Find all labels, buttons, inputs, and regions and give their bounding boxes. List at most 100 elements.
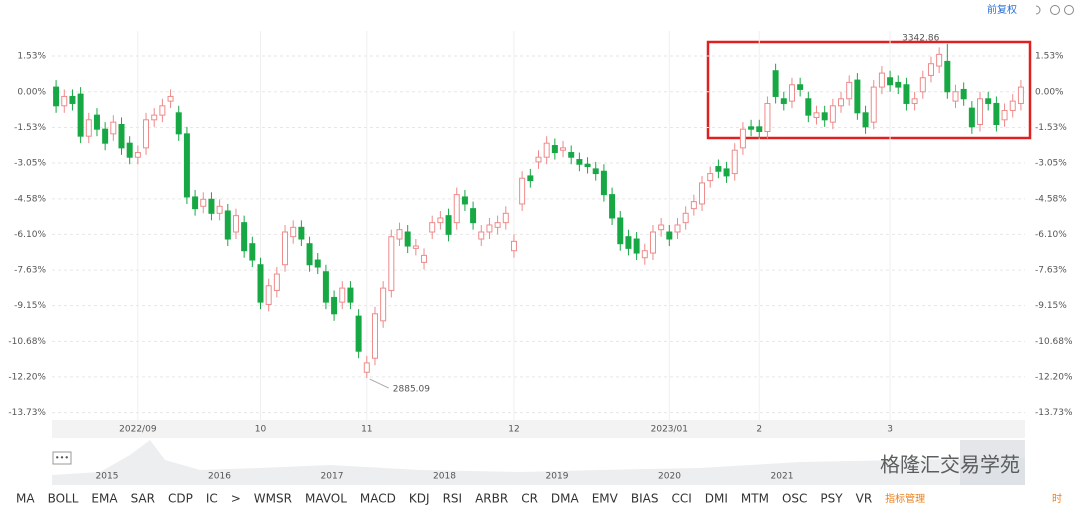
indicator-tab[interactable]: EMV: [592, 492, 619, 506]
undo-icon[interactable]: [1035, 5, 1041, 15]
candle-body: [862, 112, 869, 128]
y2-tick-label: -1.53%: [1035, 123, 1067, 133]
candle-body: [388, 236, 395, 291]
candle-body: [192, 196, 199, 210]
candle-body: [241, 222, 248, 252]
candle-body: [175, 112, 182, 135]
indicator-tab[interactable]: BIAS: [631, 492, 659, 506]
indicator-tab[interactable]: 时: [1052, 493, 1062, 505]
candle-body: [143, 119, 150, 149]
candle-body: [151, 114, 158, 121]
candle-body: [993, 102, 1000, 125]
candle-body: [167, 95, 174, 102]
candle-body: [854, 79, 861, 114]
indicator-tab[interactable]: RSI: [443, 492, 463, 506]
indicator-tab[interactable]: >: [231, 492, 241, 506]
indicator-tab[interactable]: VR: [856, 492, 873, 506]
indicator-tab[interactable]: MA: [16, 492, 35, 506]
candle-body: [502, 212, 509, 224]
candle-body: [731, 149, 738, 175]
candle-body: [829, 105, 836, 123]
candle-body: [380, 287, 387, 322]
candle-body: [895, 81, 902, 88]
indicator-tab[interactable]: OSC: [782, 492, 807, 506]
indicator-tab[interactable]: CR: [521, 492, 538, 506]
x-tick-label: 2022/09: [119, 425, 157, 435]
candle-body: [960, 88, 967, 100]
candle-body: [363, 362, 370, 373]
indicator-tab[interactable]: IC: [206, 492, 218, 506]
candle-body: [846, 81, 853, 100]
indicator-tab[interactable]: ARBR: [475, 492, 508, 506]
y2-tick-label: 1.53%: [1035, 52, 1064, 62]
indicator-tab[interactable]: CCI: [671, 492, 691, 506]
candle-body: [510, 240, 517, 252]
y-tick-label: -1.53%: [14, 123, 46, 133]
candle-body: [290, 226, 297, 238]
navigator-year: 2018: [433, 472, 456, 482]
candle-body: [780, 98, 787, 104]
candle-body: [429, 222, 436, 233]
x-tick-label: 2023/01: [651, 425, 688, 435]
indicator-tab[interactable]: CDP: [168, 492, 193, 506]
candle-body: [649, 231, 656, 254]
candle-body: [797, 84, 804, 90]
indicator-tab[interactable]: PSY: [820, 492, 843, 506]
candle-body: [641, 250, 648, 259]
y-tick-label: -10.68%: [8, 337, 46, 347]
candle-body: [887, 77, 894, 86]
candle-body: [404, 231, 411, 247]
indicator-tabs: MA BOLL EMA SAR CDP IC > WMSR MAVOL MACD KDJ RSI ARB…: [16, 492, 1062, 506]
indicator-tab[interactable]: EMA: [91, 492, 118, 506]
indicator-tab[interactable]: MAVOL: [305, 492, 347, 506]
candle-body: [486, 224, 493, 233]
candle-body: [445, 215, 452, 235]
indicator-tab[interactable]: KDJ: [409, 492, 430, 506]
navigator-button-label: •••: [55, 454, 69, 463]
y2-tick-label: -7.63%: [1035, 266, 1067, 276]
candle-body: [952, 91, 959, 102]
candle-body: [118, 123, 125, 149]
x-axis-band: [52, 420, 1025, 438]
navigator-year: 2016: [208, 472, 231, 482]
candle-body: [437, 217, 444, 224]
navigator-button[interactable]: [52, 451, 72, 465]
candle-body: [265, 285, 272, 305]
indicator-tab[interactable]: DMA: [551, 492, 580, 506]
candle-body: [61, 95, 68, 107]
indicator-tab[interactable]: 指标管理: [885, 492, 925, 505]
price-adjust[interactable]: 前复权: [987, 3, 1017, 16]
indicator-tab[interactable]: MTM: [741, 492, 769, 506]
candle-body: [298, 226, 305, 240]
navigator: •••: [52, 440, 1025, 485]
candle-body: [739, 128, 746, 149]
candle-body: [1009, 100, 1016, 111]
candle-body: [682, 212, 689, 224]
candle-body: [93, 114, 100, 130]
candle-body: [371, 313, 378, 359]
candle-body: [772, 70, 779, 97]
indicator-tab[interactable]: DMI: [705, 492, 728, 506]
candle-body: [322, 271, 329, 303]
x-tick-label: 3: [887, 425, 893, 435]
candle-body: [699, 182, 706, 205]
indicator-tab[interactable]: SAR: [131, 492, 155, 506]
candle-body: [53, 86, 60, 107]
zoom-out-icon[interactable]: [1050, 5, 1060, 15]
watermark: 格隆汇交易学苑: [880, 453, 1020, 477]
zoom-in-icon[interactable]: [1064, 5, 1074, 15]
candle-body: [674, 224, 681, 233]
candle-body: [421, 254, 428, 263]
indicator-tab[interactable]: MACD: [360, 492, 396, 506]
candle-body: [306, 243, 313, 266]
candle-body: [690, 201, 697, 210]
high-annotation: 3342.86: [902, 33, 939, 43]
candle-body: [159, 105, 166, 116]
navigator-window[interactable]: [960, 440, 1025, 485]
y2-tick-label: -4.58%: [1035, 194, 1067, 204]
indicator-tab[interactable]: WMSR: [254, 492, 292, 506]
indicator-tab[interactable]: BOLL: [48, 492, 79, 506]
candle-body: [584, 163, 591, 168]
candle-body: [1001, 109, 1008, 121]
